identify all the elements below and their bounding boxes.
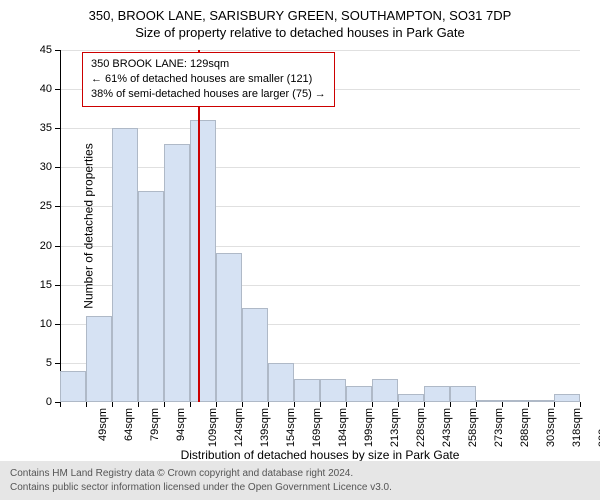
histogram-bar — [190, 120, 216, 402]
chart-title-line2: Size of property relative to detached ho… — [0, 23, 600, 40]
y-tick-label: 30 — [40, 161, 52, 173]
x-tick-label: 94sqm — [175, 408, 187, 441]
plot-area: 350 BROOK LANE: 129sqm ← 61% of detached… — [60, 50, 580, 402]
annotation-box: 350 BROOK LANE: 129sqm ← 61% of detached… — [82, 52, 335, 107]
y-tick-label: 20 — [40, 240, 52, 252]
histogram-bar — [164, 144, 190, 402]
x-tick-label: 228sqm — [415, 408, 427, 447]
x-tick-label: 154sqm — [285, 408, 297, 447]
chart-title-line1: 350, BROOK LANE, SARISBURY GREEN, SOUTHA… — [0, 0, 600, 23]
y-tick-label: 40 — [40, 83, 52, 95]
y-tick-label: 15 — [40, 279, 52, 291]
chart-container: 350, BROOK LANE, SARISBURY GREEN, SOUTHA… — [0, 0, 600, 500]
y-axis: Number of detached properties 0510152025… — [0, 50, 60, 402]
y-tick-label: 25 — [40, 200, 52, 212]
footer: Contains HM Land Registry data © Crown c… — [0, 461, 600, 500]
x-tick-label: 64sqm — [123, 408, 135, 441]
x-tick-label: 79sqm — [149, 408, 161, 441]
histogram-bar — [424, 386, 450, 402]
x-tick-label: 184sqm — [337, 408, 349, 447]
y-tick-label: 10 — [40, 318, 52, 330]
x-tick-label: 243sqm — [441, 408, 453, 447]
annotation-line3: 38% of semi-detached houses are larger (… — [91, 87, 326, 102]
x-tick-label: 49sqm — [97, 408, 109, 441]
gridline — [60, 167, 580, 168]
histogram-bar — [242, 308, 268, 402]
x-tick-label: 258sqm — [467, 408, 479, 447]
histogram-bar — [216, 253, 242, 402]
footer-line1: Contains HM Land Registry data © Crown c… — [10, 467, 590, 481]
annotation-line1: 350 BROOK LANE: 129sqm — [91, 57, 326, 72]
histogram-bar — [138, 191, 164, 402]
x-tick-label: 273sqm — [493, 408, 505, 447]
y-tick-label: 0 — [46, 396, 52, 408]
histogram-bar — [86, 316, 112, 402]
x-tick-label: 109sqm — [207, 408, 219, 447]
y-tick-label: 5 — [46, 357, 52, 369]
x-tick-label: 139sqm — [259, 408, 271, 447]
gridline — [60, 50, 580, 51]
histogram-bar — [398, 394, 424, 402]
annotation-line2: ← 61% of detached houses are smaller (12… — [91, 72, 326, 87]
gridline — [60, 128, 580, 129]
x-tick-label: 199sqm — [363, 408, 375, 447]
histogram-bar — [320, 379, 346, 402]
y-tick-label: 45 — [40, 44, 52, 56]
y-tick-label: 35 — [40, 122, 52, 134]
x-tick-label: 169sqm — [311, 408, 323, 447]
histogram-bar — [450, 386, 476, 402]
y-axis-line — [60, 50, 61, 402]
histogram-bar — [112, 128, 138, 402]
histogram-bar — [372, 379, 398, 402]
histogram-bar — [554, 394, 580, 402]
x-tick-label: 213sqm — [389, 408, 401, 447]
x-tick-label: 288sqm — [519, 408, 531, 447]
x-axis: 49sqm 64sqm 79sqm 94sqm 109sqm 124sqm 139sqm 15… — [60, 402, 580, 452]
x-tick-label: 318sqm — [571, 408, 583, 447]
footer-line2: Contains public sector information licen… — [10, 481, 590, 495]
x-tick-label: 303sqm — [545, 408, 557, 447]
histogram-bar — [268, 363, 294, 402]
histogram-bar — [60, 371, 86, 402]
histogram-bar — [294, 379, 320, 402]
x-axis-label: Distribution of detached houses by size … — [60, 448, 580, 462]
x-tick-label: 124sqm — [233, 408, 245, 447]
histogram-bar — [346, 386, 372, 402]
